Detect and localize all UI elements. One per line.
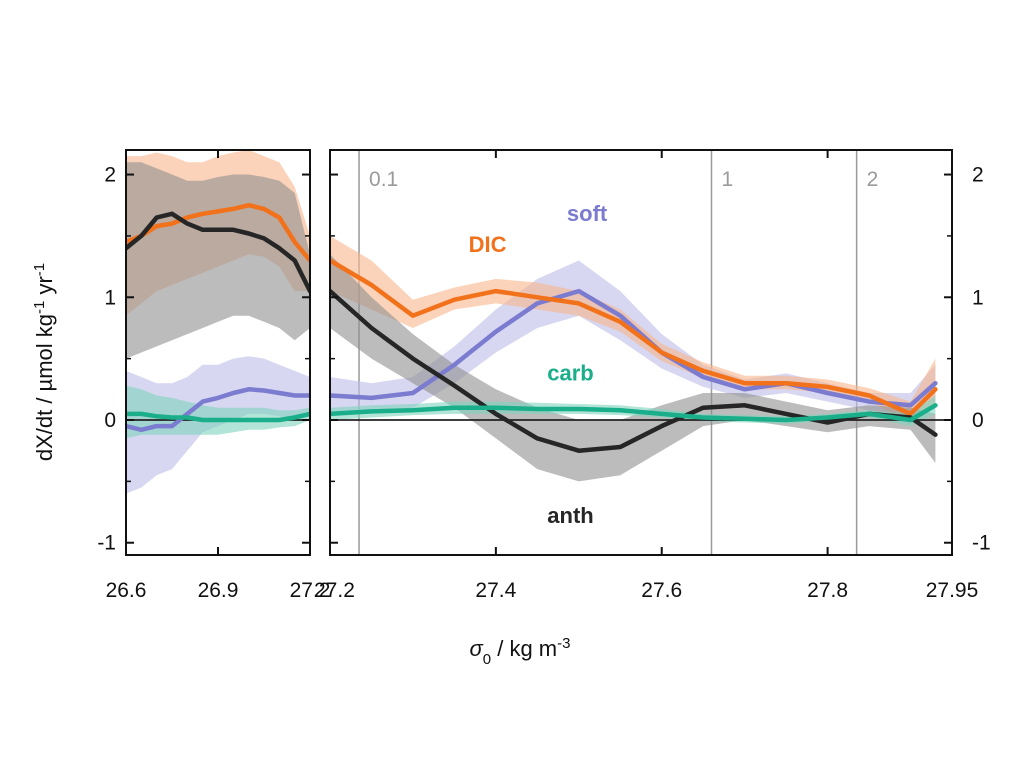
y-tick-label-right: -1 — [972, 532, 991, 555]
DIC-line — [126, 202, 310, 263]
series-label-carb: carb — [547, 361, 593, 386]
y-tick-label: 0 — [104, 409, 116, 432]
anth-band — [330, 254, 936, 482]
x-axis-label: σ0 / kg m-3 — [470, 635, 571, 668]
y-tick-label-right: 1 — [972, 286, 984, 309]
reference-line-label: 0.1 — [369, 168, 398, 191]
x-tick-label: 27.2 — [314, 579, 355, 602]
x-tick-label: 27.2 — [290, 579, 331, 602]
series-label-anth: anth — [547, 503, 593, 528]
y-tick-label: 1 — [104, 286, 116, 309]
left-plot-area — [126, 150, 310, 494]
series-label-DIC: DIC — [469, 232, 507, 257]
anth-band — [126, 162, 310, 359]
x-tick-label: 27.95 — [926, 579, 979, 602]
y-axis-label: dX/dt / µmol kg-1 yr-1 — [31, 263, 57, 461]
anth-line — [126, 211, 310, 294]
x-tick-label: 26.9 — [198, 579, 239, 602]
carb-line — [126, 411, 310, 423]
right-frame — [329, 149, 953, 556]
x-tick-label: 27.6 — [641, 579, 682, 602]
y-tick-label: -1 — [97, 532, 116, 555]
carb-line — [330, 403, 938, 423]
reference-line-label: 2 — [867, 168, 879, 191]
right-panel: 0.1 1 2 -1 0 1 2 27.2 27.4 27.6 27.8 27.95 DIC soft ca… — [314, 149, 991, 602]
reference-line-label: 1 — [721, 168, 733, 191]
soft-line — [330, 288, 938, 408]
right-plot-area — [330, 150, 952, 555]
anth-line — [330, 288, 938, 453]
x-tick-label: 26.6 — [106, 579, 147, 602]
y-tick-label: 2 — [104, 164, 116, 187]
DIC-line — [330, 258, 938, 417]
left-panel: -1 0 1 2 26.6 26.9 27.2 — [97, 149, 331, 602]
series-label-soft: soft — [567, 201, 608, 226]
y-tick-label-right: 0 — [972, 409, 984, 432]
x-tick-label: 27.4 — [475, 579, 516, 602]
y-tick-label-right: 2 — [972, 164, 984, 187]
soft-line — [126, 387, 310, 433]
x-tick-label: 27.8 — [807, 579, 848, 602]
